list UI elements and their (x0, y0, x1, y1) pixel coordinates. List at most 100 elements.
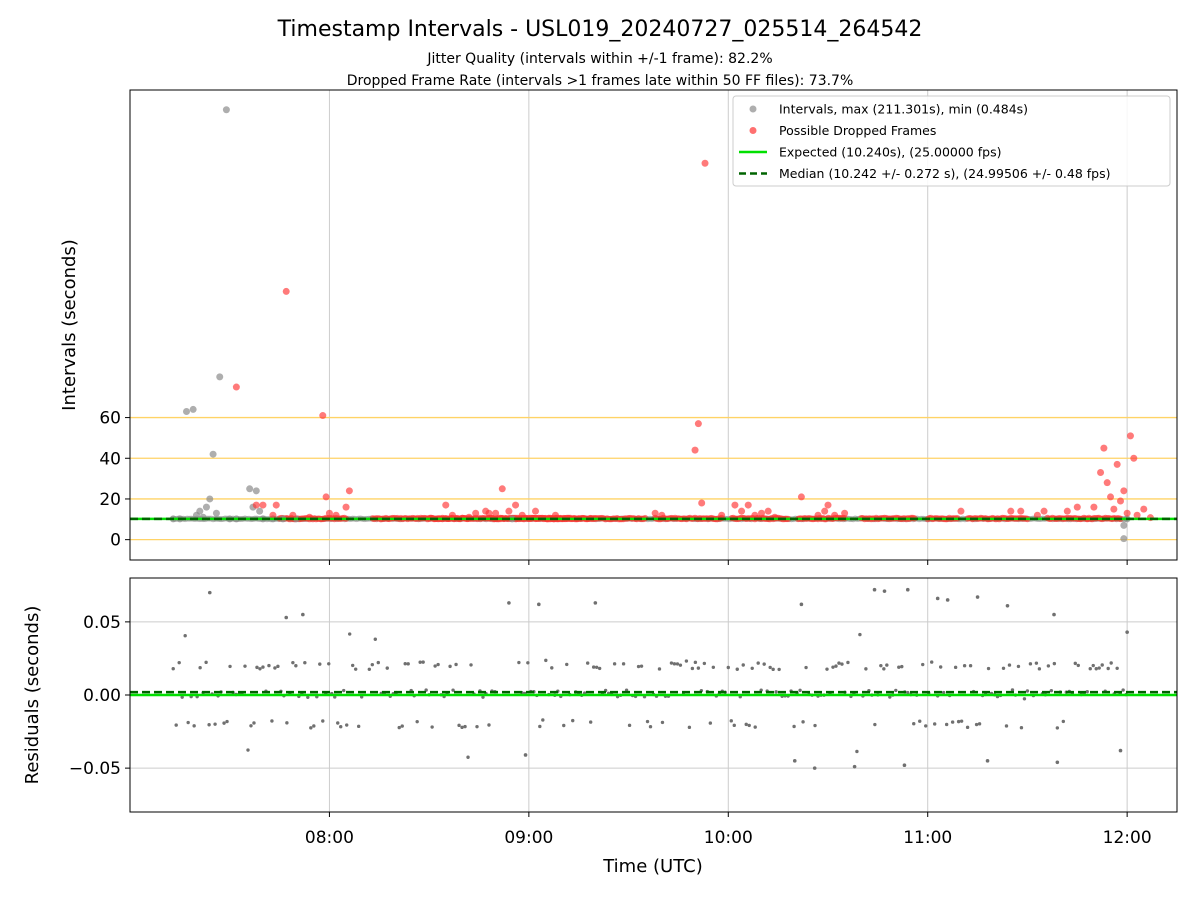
residual-point (1019, 726, 1024, 730)
residual-point (672, 662, 677, 666)
legend-box (732, 95, 1171, 187)
dropped-frame-point (1110, 505, 1118, 513)
residual-point (541, 718, 545, 722)
residual-point (588, 720, 593, 724)
residual-point (747, 723, 751, 728)
residual-point (897, 665, 901, 669)
residual-point (222, 721, 226, 725)
residual-point (741, 663, 745, 667)
residual-point (837, 661, 841, 665)
residual-point (469, 663, 473, 667)
dropped-frame-point (718, 511, 726, 519)
residual-point (487, 723, 491, 727)
residual-point (1094, 667, 1098, 671)
residual-point (526, 661, 530, 665)
residual-point (669, 661, 674, 665)
dropped-frame-point (1063, 507, 1071, 515)
residual-point (801, 720, 805, 724)
residual-point (342, 688, 346, 693)
interval-point (189, 405, 197, 413)
top-y-tick-label: 20 (99, 490, 121, 510)
residual-point (249, 724, 253, 728)
residual-point (792, 724, 796, 729)
residual-point (762, 662, 766, 666)
residual-point (562, 723, 566, 728)
residual-point (729, 719, 733, 723)
interval-point (246, 485, 254, 493)
residual-point (732, 723, 736, 728)
residual-point (415, 719, 419, 724)
residual-point (353, 667, 358, 671)
residual-point (306, 695, 310, 699)
chart-subtitle-1: Jitter Quality (intervals within +/-1 fr… (426, 51, 772, 67)
residual-point (1034, 661, 1039, 665)
residual-point (627, 723, 632, 728)
residual-point (950, 720, 955, 724)
interval-point (256, 507, 264, 515)
residual-point (537, 602, 541, 607)
residual-point (475, 724, 479, 729)
dropped-frame-point (1007, 507, 1015, 515)
residual-point (1001, 666, 1006, 670)
dropped-frame-point (272, 501, 280, 509)
top-axes-frame (129, 89, 1178, 561)
interval-point (1120, 535, 1128, 543)
dropped-frame-point (259, 501, 267, 509)
bottom-y-tick-label: 0.05 (83, 613, 121, 633)
residual-point (879, 663, 883, 668)
residual-point (906, 690, 910, 695)
residual-point (935, 596, 940, 601)
interval-point (212, 509, 220, 517)
residual-point (977, 722, 982, 726)
residual-point (864, 667, 868, 671)
residual-point (812, 766, 817, 770)
residual-point (261, 665, 265, 669)
residual-point (753, 725, 757, 729)
residual-point (1109, 661, 1113, 665)
residual-point (1091, 663, 1095, 668)
residual-point (953, 665, 958, 670)
dropped-frame-point (691, 446, 699, 454)
residual-point (376, 660, 380, 665)
dropped-frame-point (518, 511, 526, 519)
dropped-frame-point (841, 509, 849, 517)
dropped-frame-point (551, 511, 559, 519)
dropped-frame-point (738, 507, 746, 515)
residual-point (744, 722, 748, 727)
residual-point (612, 662, 617, 666)
interval-point (216, 373, 224, 381)
top-y-axis-label: Intervals (seconds) (59, 239, 80, 411)
dropped-frame-point (1133, 511, 1141, 519)
residual-point (303, 661, 307, 665)
dropped-frame-point (957, 507, 965, 515)
dropped-frame-point (345, 487, 353, 495)
residual-point (938, 665, 943, 669)
residual-point (1055, 726, 1060, 730)
chart-legend: Intervals, max (211.301s), min (0.484s) P… (732, 95, 1171, 187)
residual-point (621, 662, 626, 666)
residual-point (454, 662, 458, 667)
residual-point (1028, 662, 1033, 666)
dropped-frame-point (1116, 497, 1124, 505)
dropped-frame-point (698, 499, 706, 507)
residual-point (945, 598, 950, 602)
residual-point (270, 719, 274, 723)
dropped-frame-point (532, 507, 540, 515)
residual-point (370, 662, 375, 667)
residual-point (466, 755, 470, 759)
bottom-y-tick-label: 0.00 (83, 686, 121, 706)
residual-point (965, 725, 970, 730)
dropped-frame-point (831, 511, 839, 519)
residual-point (418, 660, 422, 664)
top-y-tick-label: 0 (110, 531, 121, 551)
residual-point (636, 664, 641, 669)
interval-point (222, 106, 230, 114)
residual-point (1118, 748, 1123, 753)
residual-point (1016, 664, 1021, 669)
residual-point (585, 661, 590, 665)
residual-point (1055, 760, 1060, 765)
dropped-frame-point (1140, 505, 1148, 513)
residual-point (777, 667, 781, 672)
residual-point (956, 719, 961, 724)
